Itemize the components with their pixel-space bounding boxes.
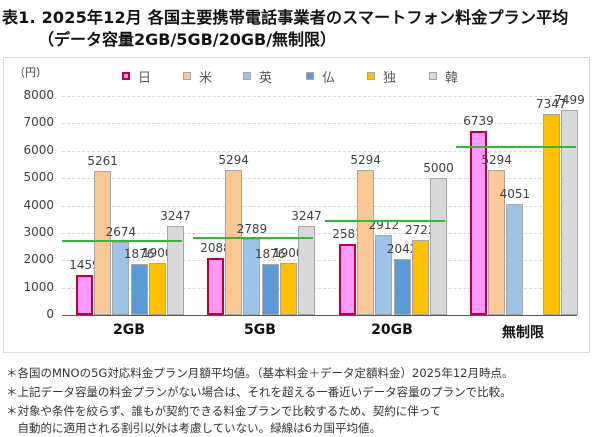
gridline (62, 260, 577, 262)
value-label: 2581 (332, 227, 363, 242)
legend-item: 英 (243, 68, 273, 86)
bar-5GB-日 (207, 257, 224, 315)
chart-title-line1: 表1. 2025年12月 各国主要携帯電話事業者のスマートフォン料金プラン平均 (2, 8, 569, 27)
bar-5GB-米 (225, 170, 243, 315)
value-label: 4051 (499, 187, 531, 202)
value-label: 2042 (386, 242, 418, 257)
gridline (62, 178, 577, 180)
bar-2GB-仏 (130, 263, 148, 315)
average-line (62, 240, 182, 243)
legend-label: 英 (259, 70, 273, 86)
value-label: 5294 (218, 153, 249, 168)
legend-label: 独 (383, 70, 397, 86)
bar-2GB-英 (112, 241, 130, 315)
gridline (62, 205, 577, 207)
bar-2GB-米 (94, 170, 112, 315)
value-label: 1876 (254, 246, 286, 261)
value-label: 3247 (160, 209, 191, 224)
bar-無制限-韓 (561, 109, 578, 315)
legend-swatch (183, 72, 191, 80)
chart-title-line2: （データ容量2GB/5GB/20GB/無制限） (38, 30, 337, 49)
category-label: 20GB (371, 322, 413, 338)
legend-label: 仏 (322, 70, 336, 86)
legend-label: 韓 (445, 70, 459, 86)
bar-20GB-日 (339, 244, 356, 315)
y-tick-label: 8000 (23, 88, 54, 102)
chart-frame (3, 57, 590, 353)
legend-item: 韓 (429, 68, 459, 86)
x-axis (62, 315, 577, 316)
category-label: 5GB (244, 322, 276, 338)
value-label: 5000 (423, 161, 454, 176)
value-label: 2088 (200, 240, 231, 255)
gridline (62, 150, 577, 152)
bar-5GB-独 (279, 262, 297, 315)
gridline (62, 287, 577, 289)
bar-20GB-英 (375, 235, 393, 315)
value-label: 2722 (405, 223, 436, 238)
value-label: 6739 (463, 113, 494, 128)
legend-swatch (243, 72, 251, 80)
value-label: 7499 (554, 92, 585, 107)
legend-item: 仏 (306, 68, 336, 86)
category-label: 2GB (113, 322, 145, 338)
legend-swatch (122, 72, 130, 80)
average-line (193, 236, 313, 239)
y-tick-label: 4000 (23, 197, 54, 212)
bar-2GB-韓 (167, 226, 184, 315)
legend-item: 独 (367, 68, 397, 86)
note-4: 自動的に適用される割引以外は考慮していない。緑線は6カ国平均値。 (6, 421, 381, 435)
y-tick-label: 1000 (23, 279, 54, 294)
legend-label: 日 (138, 70, 152, 86)
value-label: 5294 (481, 153, 512, 168)
y-tick-label: 0 (46, 307, 54, 321)
value-label: 2789 (236, 221, 268, 236)
legend-item: 米 (183, 68, 213, 86)
bar-20GB-米 (357, 170, 375, 315)
bar-5GB-仏 (261, 263, 279, 315)
legend-swatch (429, 72, 437, 80)
y-axis-unit: （円） (14, 66, 47, 79)
value-label: 5294 (350, 153, 381, 168)
value-label: 1459 (69, 258, 100, 273)
value-label: 1876 (123, 246, 155, 261)
legend-label: 米 (199, 70, 213, 86)
value-label: 5261 (87, 153, 118, 168)
bar-20GB-仏 (393, 259, 411, 315)
note-1: ＊各国のMNOの5G対応料金プラン月額平均値。（基本料金＋データ定額料金）202… (6, 366, 514, 380)
bar-20GB-独 (411, 240, 429, 315)
note-3: ＊対象や条件を絞らず、誰もが契約できる料金プランで比較するため、契約に伴って (6, 404, 442, 418)
bar-5GB-英 (243, 238, 261, 315)
gridline (62, 232, 577, 234)
bar-2GB-日 (76, 275, 93, 315)
y-tick-label: 2000 (23, 252, 54, 267)
gridline (62, 123, 577, 125)
bar-無制限-独 (542, 113, 560, 315)
bar-無制限-日 (470, 130, 487, 315)
legend-item: 日 (122, 68, 152, 86)
value-label: 1900 (142, 245, 173, 260)
bar-無制限-英 (506, 204, 524, 315)
category-label: 無制限 (502, 325, 544, 341)
note-2: ＊上記データ容量の料金プランがない場合は、それを超える一番近いデータ容量のプラン… (6, 385, 512, 399)
legend-swatch (306, 72, 314, 80)
bar-20GB-韓 (430, 178, 447, 315)
bar-2GB-独 (148, 262, 166, 315)
bar-無制限-米 (488, 170, 506, 315)
gridline (62, 96, 577, 97)
bar-5GB-韓 (298, 226, 315, 315)
legend-swatch (367, 72, 375, 80)
value-label: 1900 (273, 245, 304, 260)
y-tick-label: 7000 (23, 115, 54, 130)
value-label: 3247 (291, 209, 322, 224)
value-label: 7347 (536, 96, 567, 111)
y-tick-label: 5000 (23, 170, 54, 185)
value-label: 2674 (105, 224, 137, 239)
average-line (456, 145, 576, 148)
average-line (325, 219, 445, 222)
y-tick-label: 3000 (23, 224, 54, 239)
y-tick-label: 6000 (23, 142, 54, 157)
